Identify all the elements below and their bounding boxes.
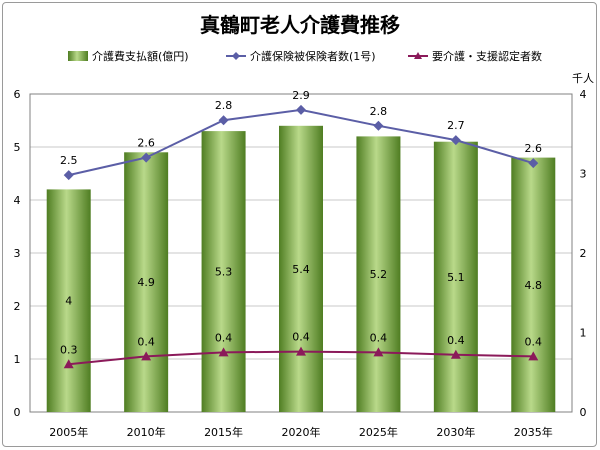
y-left-tick-label: 4 xyxy=(14,194,21,207)
y-left-tick-label: 0 xyxy=(14,406,21,419)
y-right-tick-label: 0 xyxy=(580,406,587,419)
bar xyxy=(201,131,246,412)
y-left-tick-label: 2 xyxy=(14,300,21,313)
bar-data-label: 5.2 xyxy=(370,268,388,281)
x-tick-label: 2020年 xyxy=(282,425,321,439)
diamond-point xyxy=(373,120,384,131)
diamond-point xyxy=(296,104,306,115)
chart-title: 真鶴町老人介護費推移 xyxy=(200,13,400,37)
legend-bar-swatch xyxy=(68,51,88,61)
line-data-label: 0.4 xyxy=(525,335,543,348)
triangle-point xyxy=(218,347,229,357)
line-data-label: 2.9 xyxy=(292,89,310,102)
diamond-point xyxy=(218,115,229,126)
y-right-tick-label: 4 xyxy=(580,88,587,101)
diamond-point xyxy=(63,170,74,181)
legend-triangle-marker xyxy=(414,52,422,59)
line-data-label: 2.8 xyxy=(215,99,233,112)
bars xyxy=(46,125,556,413)
line-data-label: 2.5 xyxy=(60,154,78,167)
legend-label: 介護保険被保険者数(1号) xyxy=(250,49,376,63)
bar-data-label: 5.3 xyxy=(215,266,233,279)
bar xyxy=(511,157,556,412)
line-data-label: 0.4 xyxy=(137,335,155,348)
y-left-tick-label: 6 xyxy=(14,88,21,101)
legend-diamond-marker xyxy=(232,52,240,60)
y-right-tick-label: 2 xyxy=(580,247,587,260)
y-right-unit-label: 千人 xyxy=(572,72,594,85)
diamond-point xyxy=(450,135,461,146)
y-left-tick-label: 1 xyxy=(14,353,21,366)
diamond-point xyxy=(528,158,539,169)
triangle-point xyxy=(296,346,306,356)
triangle-point xyxy=(528,351,539,361)
bar xyxy=(433,141,478,412)
bar-data-label: 5.4 xyxy=(292,263,310,276)
legend-label: 要介護・支援認定者数 xyxy=(432,49,542,63)
bar xyxy=(46,189,91,412)
triangle-point xyxy=(450,349,461,359)
line-data-label: 2.6 xyxy=(525,142,543,155)
y-left-tick-label: 3 xyxy=(14,247,21,260)
bar-data-label: 4.8 xyxy=(525,279,543,292)
y-right-tick-label: 1 xyxy=(580,327,587,340)
x-tick-label: 2015年 xyxy=(204,425,243,439)
axes: 0 1 2 3 4 5 6 0 1 2 3 4 千人 2005年 2010年 2015年 2020年 2025年 2… xyxy=(14,72,595,439)
x-tick-label: 2030年 xyxy=(436,425,475,439)
line-data-label: 0.4 xyxy=(292,331,310,344)
diamond-point xyxy=(141,152,152,163)
line-data-label: 0.4 xyxy=(447,334,465,347)
y-right-tick-label: 3 xyxy=(580,168,587,181)
legend: 介護費支払額(億円) 介護保険被保険者数(1号) 要介護・支援認定者数 xyxy=(68,49,542,63)
x-tick-label: 2035年 xyxy=(514,425,553,439)
y-left-tick-label: 5 xyxy=(14,141,21,154)
bar-data-label: 4 xyxy=(65,295,72,308)
data-labels: 4 4.9 5.3 5.4 5.2 5.1 4.8 2.5 2.6 2.8 2.9 2.8 2.7 2.6… xyxy=(60,89,542,356)
line-data-label: 0.3 xyxy=(60,343,78,356)
triangle-point xyxy=(373,347,384,357)
bar-data-label: 5.1 xyxy=(447,271,465,284)
line-data-label: 0.4 xyxy=(215,331,233,344)
bar-data-label: 4.9 xyxy=(137,276,155,289)
x-tick-label: 2010年 xyxy=(127,425,166,439)
line-data-label: 2.8 xyxy=(370,105,388,118)
triangle-point xyxy=(141,351,152,361)
bar xyxy=(124,152,169,413)
x-tick-label: 2005年 xyxy=(49,425,88,439)
lines xyxy=(63,104,539,369)
bar xyxy=(279,125,323,413)
x-tick-label: 2025年 xyxy=(359,425,398,439)
triangle-point xyxy=(63,359,74,369)
legend-label: 介護費支払額(億円) xyxy=(92,49,189,63)
bar xyxy=(356,136,401,412)
line-data-label: 2.7 xyxy=(447,119,465,132)
line-data-label: 2.6 xyxy=(137,137,155,150)
line-data-label: 0.4 xyxy=(370,331,388,344)
